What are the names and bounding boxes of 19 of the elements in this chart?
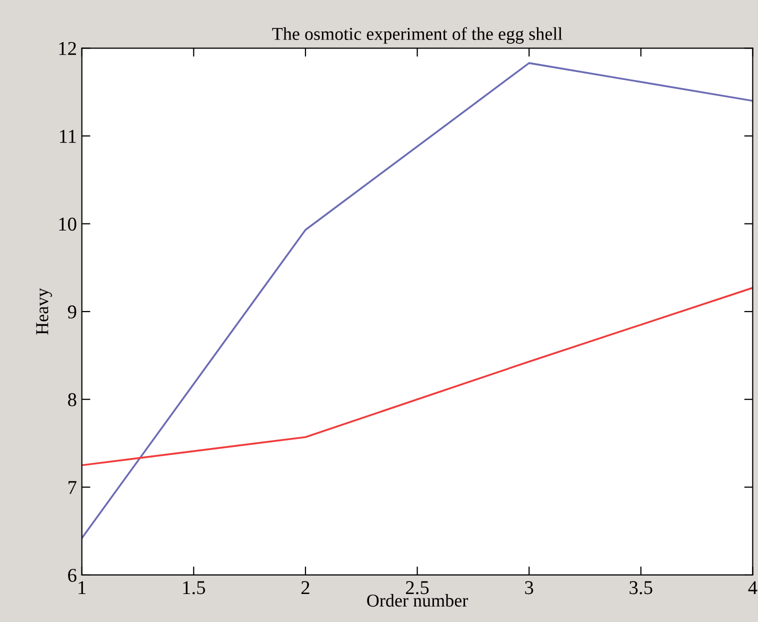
y-axis-title: Heavy xyxy=(36,288,52,335)
y-tick-label: 9 xyxy=(68,305,76,318)
y-tick-label: 6 xyxy=(68,568,76,582)
y-tick-label: 7 xyxy=(68,481,76,494)
x-tick-label: 3 xyxy=(525,581,534,594)
y-tick-label: 8 xyxy=(68,393,76,406)
y-tick-label: 12 xyxy=(59,42,76,55)
x-tick-label: 3.5 xyxy=(630,581,652,594)
x-tick-label: 1 xyxy=(78,581,86,594)
x-axis-title: Order number xyxy=(367,594,468,607)
x-tick-label: 1.5 xyxy=(183,581,206,594)
y-tick-label: 11 xyxy=(60,130,76,143)
x-tick-label: 2 xyxy=(301,581,310,594)
y-tick-label: 10 xyxy=(59,218,76,231)
line-series xyxy=(82,62,753,540)
x-tick-label: 4 xyxy=(748,581,758,594)
line-series xyxy=(82,286,753,466)
x-tick-label: 2.5 xyxy=(406,581,429,594)
chart-title: The osmotic experiment of the egg shell xyxy=(272,27,562,44)
